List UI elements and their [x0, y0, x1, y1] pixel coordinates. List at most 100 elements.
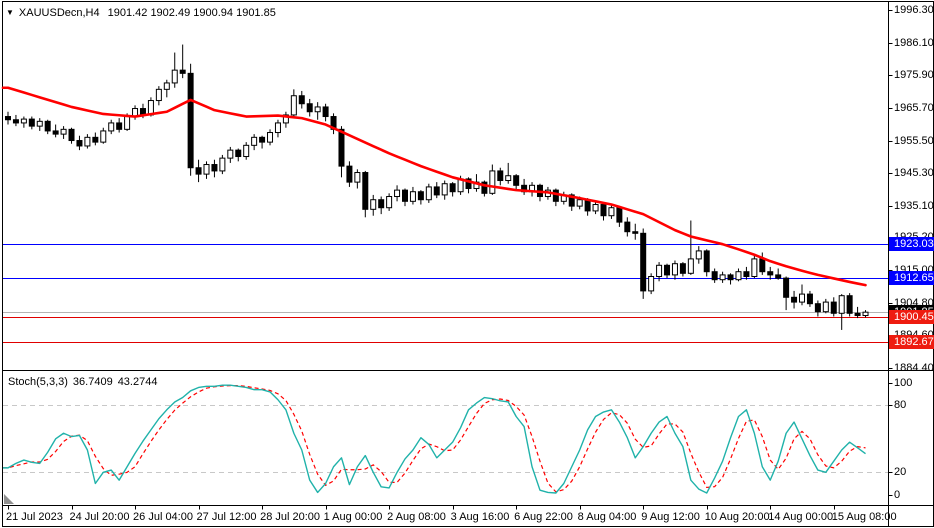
candle	[600, 204, 607, 217]
candle	[409, 191, 416, 202]
candle	[267, 132, 274, 143]
candle	[171, 69, 178, 84]
candle	[806, 293, 813, 305]
candle	[52, 130, 59, 135]
candle	[679, 263, 686, 274]
candle	[195, 167, 202, 175]
candle	[108, 122, 115, 132]
candle	[370, 199, 377, 210]
time-axis-label: 21 Jul 2023	[6, 511, 63, 523]
candle	[314, 106, 321, 113]
candle	[44, 120, 51, 132]
candle	[799, 293, 805, 303]
price-axis-label: 1935.10	[894, 199, 934, 212]
candle	[624, 221, 631, 233]
price-axis-label: 1884.40	[894, 362, 934, 374]
candle	[417, 191, 424, 201]
candle	[791, 296, 798, 303]
moving-average-line	[1, 86, 867, 287]
candle	[251, 136, 258, 146]
candle	[394, 189, 401, 198]
candle	[243, 144, 250, 158]
candle	[28, 118, 35, 127]
candle	[12, 119, 19, 124]
candle	[60, 128, 67, 135]
candle	[759, 258, 766, 273]
title-ohlc-values: 1901.42 1902.49 1900.94 1901.85	[107, 7, 276, 19]
candle	[552, 189, 559, 202]
price-axis-label: 1996.30	[894, 4, 934, 16]
candle	[306, 103, 313, 113]
candle	[402, 189, 408, 202]
candle	[282, 114, 289, 124]
candle	[703, 250, 710, 273]
candle	[84, 136, 91, 147]
price-axis-label: 1945.30	[894, 167, 934, 180]
candle	[656, 264, 663, 278]
candle	[322, 106, 329, 118]
candle	[767, 271, 774, 276]
candle	[203, 164, 210, 175]
time-axis-label: 14 Aug 00:00	[768, 511, 834, 523]
candle	[338, 128, 345, 167]
candle	[568, 194, 575, 207]
time-axis-label: 6 Aug 22:00	[514, 511, 573, 523]
candle	[235, 149, 242, 158]
candle	[854, 312, 861, 317]
stoch-axis-label: 20	[894, 466, 907, 479]
symbol-period-label: XAUUSDecn,H4	[18, 7, 100, 19]
stoch-k-value: 36.7409	[72, 376, 113, 388]
candle	[838, 295, 845, 314]
candles	[5, 44, 869, 330]
candle	[489, 170, 496, 194]
price-axis-label: 1975.90	[894, 69, 934, 82]
price-axis-label: 1965.70	[894, 101, 934, 114]
candle	[648, 276, 655, 292]
candle	[425, 186, 432, 201]
candle	[814, 303, 821, 313]
time-axis-label: 27 Jul 12:00	[196, 511, 257, 523]
candle	[695, 250, 702, 260]
time-axis-label: 9 Aug 12:00	[641, 511, 700, 523]
candle	[378, 199, 385, 209]
candle	[711, 271, 718, 281]
candle	[116, 122, 123, 130]
candle	[68, 128, 75, 142]
time-axis-label: 2 Aug 08:00	[387, 511, 446, 523]
candle	[386, 196, 393, 209]
time-axis-label: 24 Jul 20:00	[69, 511, 130, 523]
candle	[862, 311, 869, 317]
candle	[36, 120, 43, 127]
candle	[719, 274, 726, 281]
candle	[584, 199, 591, 212]
candle	[735, 271, 742, 281]
candle	[298, 95, 305, 105]
stoch-d-value: 43.2744	[117, 376, 158, 388]
candle	[632, 231, 639, 234]
stoch-level-lines	[3, 404, 888, 473]
candle	[687, 258, 694, 274]
candle	[274, 122, 281, 134]
stoch-axis-label: 0	[894, 488, 901, 501]
time-axis-label: 10 Aug 20:00	[704, 511, 770, 523]
candle	[449, 183, 456, 193]
candle	[100, 130, 107, 143]
panel-resize-grip[interactable]	[4, 494, 14, 504]
price-tag-resistance: 1912.65	[889, 270, 934, 285]
candle	[830, 301, 837, 314]
time-axis-label: 8 Aug 04:00	[577, 511, 637, 523]
price-axis-label: 1986.10	[894, 36, 934, 49]
symbol-marker-icon: ▼	[6, 8, 14, 17]
price-tag-resistance: 1923.03	[889, 237, 934, 252]
candle	[846, 295, 853, 314]
chart-title: ▼ XAUUSDecn,H4 1901.42 1902.49 1900.94 190…	[6, 7, 276, 19]
candle	[640, 232, 647, 292]
candle	[671, 263, 678, 276]
candle	[76, 140, 83, 147]
candle	[362, 172, 369, 210]
candle	[608, 207, 615, 217]
candle	[187, 72, 194, 169]
